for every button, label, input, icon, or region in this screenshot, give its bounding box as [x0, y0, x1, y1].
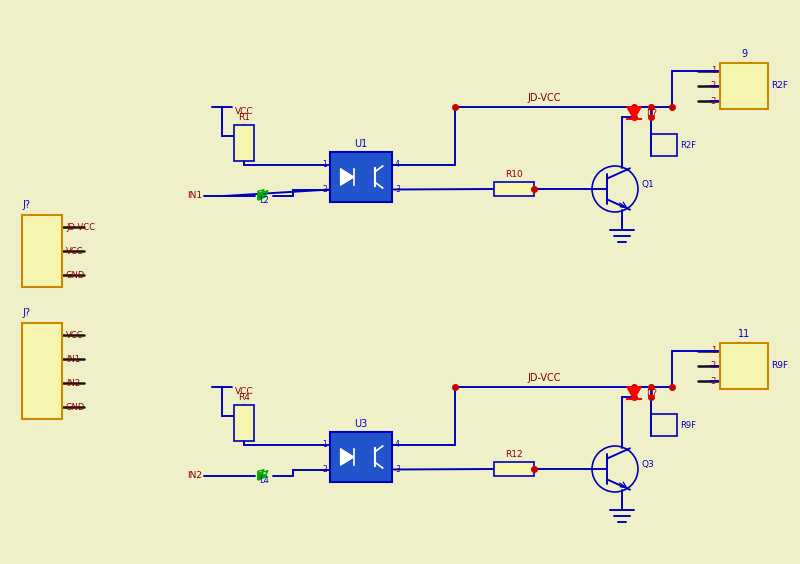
- Text: 2: 2: [725, 362, 730, 371]
- Text: 2: 2: [710, 362, 716, 371]
- Text: 11: 11: [738, 329, 750, 339]
- Polygon shape: [627, 387, 641, 399]
- Text: 4: 4: [27, 331, 33, 340]
- Bar: [494, 182, 534, 196]
- Text: J?: J?: [22, 308, 30, 318]
- Text: 3: 3: [395, 185, 400, 194]
- Text: U1: U1: [354, 139, 368, 149]
- Text: R10: R10: [505, 170, 523, 179]
- Text: IN1: IN1: [187, 192, 202, 200]
- Text: JD-VCC: JD-VCC: [527, 93, 561, 103]
- Text: 3: 3: [710, 377, 716, 386]
- Text: Q3: Q3: [641, 460, 654, 469]
- Text: U3: U3: [354, 419, 368, 429]
- Text: 2: 2: [27, 246, 33, 255]
- Bar: [234, 125, 254, 161]
- Text: 3: 3: [27, 223, 33, 231]
- Text: R9F: R9F: [771, 362, 788, 371]
- Text: 3: 3: [725, 346, 730, 355]
- Text: 4: 4: [395, 160, 400, 169]
- Text: VCC: VCC: [235, 387, 254, 396]
- Bar: [330, 432, 392, 482]
- Bar: [22, 323, 62, 419]
- Polygon shape: [627, 107, 641, 119]
- Text: 2: 2: [710, 82, 716, 90]
- Bar: [330, 152, 392, 202]
- Text: 1: 1: [27, 271, 33, 280]
- Text: 1: 1: [322, 440, 327, 449]
- Text: IN2: IN2: [66, 378, 80, 387]
- Text: 1: 1: [710, 346, 716, 355]
- Bar: [234, 405, 254, 441]
- Bar: [651, 134, 677, 156]
- Text: GND: GND: [66, 403, 86, 412]
- Text: 1: 1: [322, 160, 327, 169]
- Text: R2F: R2F: [771, 82, 788, 90]
- Bar: [720, 343, 768, 389]
- Text: VCC: VCC: [66, 246, 83, 255]
- Text: R4: R4: [238, 393, 250, 402]
- Text: 3: 3: [710, 97, 716, 106]
- Polygon shape: [341, 449, 354, 465]
- Text: 4: 4: [395, 440, 400, 449]
- Text: 3: 3: [725, 66, 730, 75]
- Text: 1: 1: [725, 377, 730, 386]
- Bar: [720, 63, 768, 109]
- Bar: [651, 414, 677, 436]
- Text: Q1: Q1: [641, 179, 654, 188]
- Polygon shape: [341, 169, 354, 185]
- Text: JD-VCC: JD-VCC: [66, 223, 95, 231]
- Text: 2: 2: [322, 465, 327, 474]
- Text: GND: GND: [66, 271, 86, 280]
- Text: 2: 2: [725, 82, 730, 90]
- Text: JD-VCC: JD-VCC: [527, 373, 561, 383]
- Text: 1: 1: [27, 403, 33, 412]
- Text: VCC: VCC: [235, 108, 254, 117]
- Text: D?: D?: [646, 108, 657, 117]
- Text: IN1: IN1: [66, 355, 80, 364]
- Text: VCC: VCC: [66, 331, 83, 340]
- Text: 1: 1: [710, 66, 716, 75]
- Text: D?: D?: [646, 389, 657, 398]
- Text: J?: J?: [22, 200, 30, 210]
- Text: IN2: IN2: [187, 472, 202, 481]
- Text: R12: R12: [505, 450, 523, 459]
- Text: 1: 1: [725, 97, 730, 106]
- Text: 3: 3: [395, 465, 400, 474]
- Text: 9: 9: [741, 49, 747, 59]
- Text: R1: R1: [238, 113, 250, 122]
- Text: L2: L2: [259, 196, 269, 205]
- Text: 3: 3: [27, 355, 33, 364]
- Text: L4: L4: [259, 476, 269, 485]
- Text: 2: 2: [322, 185, 327, 194]
- Text: 2: 2: [27, 378, 33, 387]
- Bar: [494, 462, 534, 476]
- Bar: [22, 215, 62, 287]
- Text: R9F: R9F: [680, 421, 696, 430]
- Text: R2F: R2F: [680, 140, 696, 149]
